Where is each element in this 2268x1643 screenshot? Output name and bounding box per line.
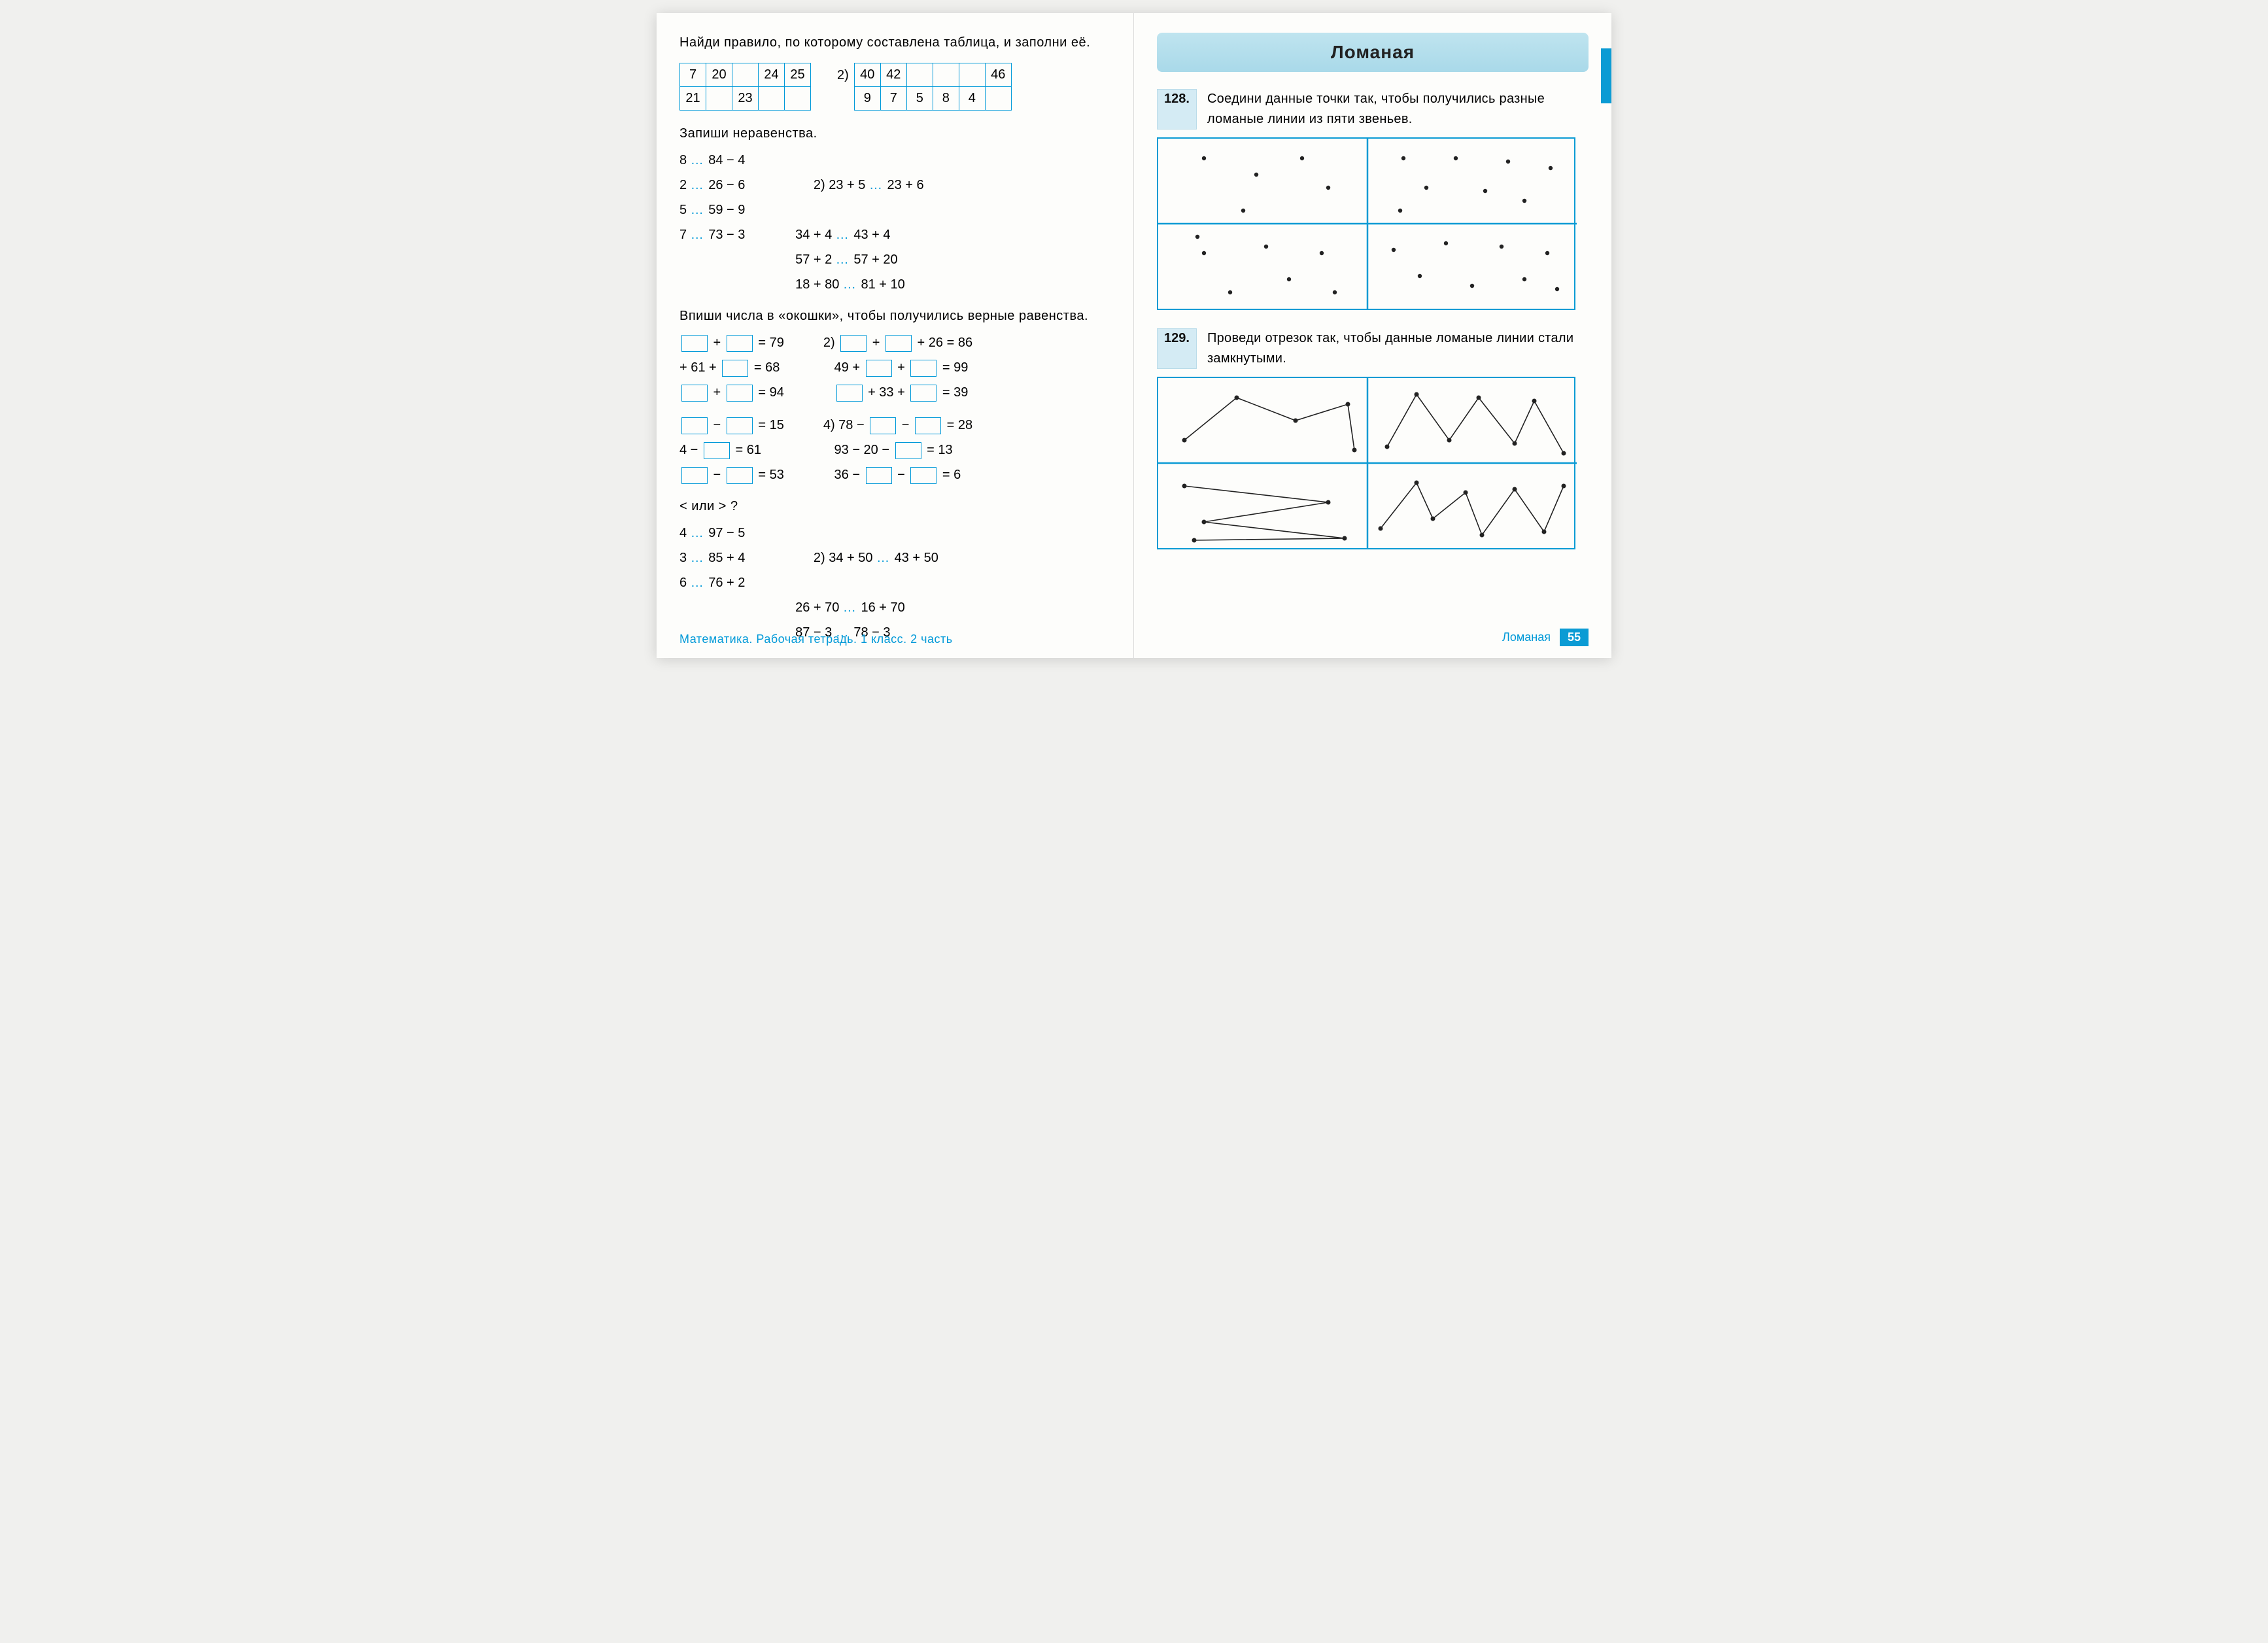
- fill-block2: 2) + + 26 = 86 49 + + = 99 + 33 + = 39: [823, 330, 972, 405]
- table2: 4042 46 97584: [854, 63, 1012, 111]
- cmp-col2-label: 2): [814, 551, 825, 565]
- table-cell: 20: [706, 63, 732, 87]
- table-cell: 40: [854, 63, 880, 87]
- table-cell: 5: [906, 87, 933, 111]
- table-cell: 9: [854, 87, 880, 111]
- table-cell: 7: [680, 63, 706, 87]
- chapter-title: Ломаная: [1157, 42, 1589, 63]
- ineq-col2-label: 2): [814, 178, 825, 192]
- table-cell: 8: [933, 87, 959, 111]
- table-cell: 21: [680, 87, 706, 111]
- ex128-text: Соедини данные точки так, чтобы получили…: [1207, 89, 1589, 130]
- right-page: Ломаная 128. Соедини данные точки так, ч…: [1134, 13, 1611, 658]
- table1: 720 2425 21 23: [679, 63, 811, 111]
- table-cell: [785, 87, 811, 111]
- table-cell: [985, 87, 1011, 111]
- table-cell: 46: [985, 63, 1011, 87]
- ineq-col2-wrap: 2) 23 + 5 … 23 + 6 34 + 4 … 43 + 4 57 + …: [784, 148, 923, 297]
- page-number: 55: [1560, 629, 1589, 646]
- chapter-banner: Ломаная: [1157, 33, 1589, 72]
- fill-block4: 4) 78 − − = 28 93 − 20 − = 13 36 − − = 6: [823, 413, 972, 487]
- right-edge-tab: [1601, 48, 1611, 103]
- book-spread: Найди правило, по которому составлена та…: [657, 13, 1611, 658]
- ineq-col1: 8 … 84 − 4 2 … 26 − 6 5 … 59 − 9 7 … 73 …: [679, 148, 745, 297]
- left-page: Найди правило, по которому составлена та…: [657, 13, 1134, 658]
- ineq-col2-rest: 34 + 4 … 43 + 4 57 + 2 … 57 + 20 18 + 80…: [784, 228, 904, 292]
- ineq-columns: 8 … 84 − 4 2 … 26 − 6 5 … 59 − 9 7 … 73 …: [679, 148, 1110, 297]
- ineq-title: Запиши неравенства.: [679, 126, 1110, 141]
- table-cell: 4: [959, 87, 985, 111]
- table-cell: [732, 63, 759, 87]
- footer-left: Математика. Рабочая тетрадь. 1 класс. 2 …: [679, 632, 953, 646]
- table-cell: [906, 63, 933, 87]
- cmp-col2-first: 34 + 50 … 43 + 50: [829, 551, 938, 565]
- exercise-128: 128. Соедини данные точки так, чтобы пол…: [1157, 89, 1589, 130]
- table-cell: 23: [732, 87, 759, 111]
- polylines-grid-box: [1157, 377, 1575, 549]
- table2-group: 2) 4042 46 97584: [837, 63, 1012, 111]
- ineq-col2-first: 23 + 5 … 23 + 6: [829, 178, 923, 192]
- table-cell: 7: [880, 87, 906, 111]
- table-cell: [933, 63, 959, 87]
- table-cell: 25: [785, 63, 811, 87]
- cmp-title: < или > ?: [679, 499, 1110, 514]
- ex129-number: 129.: [1157, 328, 1197, 369]
- fill-title: Впиши числа в «окошки», чтобы получились…: [679, 309, 1110, 324]
- table1-group: 720 2425 21 23: [679, 63, 811, 111]
- poly-svg: [1158, 378, 1577, 548]
- fill-row1: + = 79 + 61 + = 68 + = 94 2) + + 26 = 86…: [679, 330, 1110, 405]
- fill-row2: − = 15 4 − = 61 − = 53 4) 78 − − = 28 93…: [679, 413, 1110, 487]
- table-cell: [959, 63, 985, 87]
- fill-block3: − = 15 4 − = 61 − = 53: [679, 413, 784, 487]
- cmp-columns: 4 … 97 − 5 3 … 85 + 4 6 … 76 + 2 2) 34 +…: [679, 521, 1110, 645]
- dots-grid-box: [1157, 137, 1575, 310]
- ex129-text: Проведи отрезок так, чтобы данные ломаны…: [1207, 328, 1589, 369]
- footer-right-label: Ломаная: [1502, 631, 1551, 644]
- fill-block1: + = 79 + 61 + = 68 + = 94: [679, 330, 784, 405]
- tables-row: 72024252123 2) 40424697584: [679, 63, 1110, 111]
- left-intro: Найди правило, по которому составлена та…: [679, 33, 1110, 52]
- ex128-number: 128.: [1157, 89, 1197, 130]
- cmp-col1: 4 … 97 − 5 3 … 85 + 4 6 … 76 + 2: [679, 521, 745, 645]
- table-cell: [759, 87, 785, 111]
- table2-label: 2): [837, 63, 849, 83]
- cmp-col2-wrap: 2) 34 + 50 … 43 + 50 26 + 70 … 16 + 70 8…: [784, 521, 938, 645]
- table-cell: [706, 87, 732, 111]
- exercise-129: 129. Проведи отрезок так, чтобы данные л…: [1157, 328, 1589, 369]
- table-cell: 42: [880, 63, 906, 87]
- footer-right: Ломаная 55: [1502, 629, 1589, 646]
- dots-svg: [1158, 139, 1577, 309]
- table-cell: 24: [759, 63, 785, 87]
